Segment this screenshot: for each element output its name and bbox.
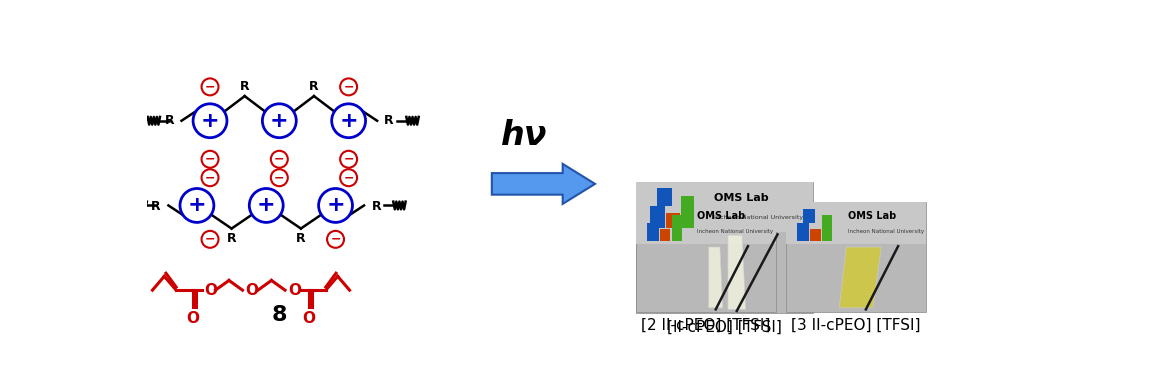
Text: +: +	[340, 111, 358, 131]
Text: −: −	[205, 233, 215, 246]
Circle shape	[202, 169, 219, 186]
Text: Incheon National University: Incheon National University	[848, 229, 924, 234]
FancyBboxPatch shape	[647, 223, 659, 241]
Text: +: +	[188, 196, 206, 216]
Circle shape	[340, 169, 357, 186]
Circle shape	[332, 104, 365, 138]
Text: −: −	[205, 81, 215, 93]
Circle shape	[327, 231, 344, 248]
Text: R: R	[372, 200, 381, 213]
FancyBboxPatch shape	[666, 213, 680, 228]
Text: R: R	[227, 232, 236, 244]
Text: [3 II-cPEO] [TFSI]: [3 II-cPEO] [TFSI]	[791, 318, 920, 333]
Text: +: +	[270, 111, 289, 131]
Text: O: O	[204, 283, 217, 298]
Text: −: −	[343, 171, 354, 184]
FancyBboxPatch shape	[672, 215, 682, 241]
Text: [II-cPEO] [TFSI]: [II-cPEO] [TFSI]	[667, 319, 782, 334]
FancyBboxPatch shape	[658, 188, 673, 206]
Circle shape	[249, 188, 283, 222]
FancyBboxPatch shape	[636, 202, 776, 244]
Text: R: R	[384, 114, 394, 127]
Text: 8: 8	[272, 305, 287, 325]
Text: [2 II-cPEO] [TFSI]: [2 II-cPEO] [TFSI]	[642, 318, 771, 333]
Text: R: R	[296, 232, 305, 244]
Text: R: R	[151, 200, 161, 213]
Circle shape	[271, 151, 288, 168]
Text: −: −	[343, 81, 354, 93]
Text: −: −	[343, 153, 354, 166]
FancyBboxPatch shape	[681, 196, 695, 228]
Text: −: −	[274, 153, 285, 166]
Circle shape	[319, 188, 353, 222]
FancyArrow shape	[492, 164, 596, 204]
Text: +: +	[326, 196, 344, 216]
FancyBboxPatch shape	[636, 183, 813, 232]
FancyBboxPatch shape	[821, 215, 833, 241]
Circle shape	[340, 78, 357, 95]
Polygon shape	[728, 235, 745, 309]
FancyBboxPatch shape	[810, 229, 820, 241]
Circle shape	[271, 169, 288, 186]
Text: +: +	[257, 196, 275, 216]
Text: O: O	[245, 283, 258, 298]
Text: O: O	[288, 283, 301, 298]
Circle shape	[180, 188, 214, 222]
Polygon shape	[840, 247, 881, 308]
FancyBboxPatch shape	[636, 202, 776, 312]
FancyBboxPatch shape	[797, 223, 809, 241]
Text: Incheon National University: Incheon National University	[714, 215, 803, 220]
FancyBboxPatch shape	[803, 209, 814, 223]
Text: R: R	[165, 114, 175, 127]
Text: O: O	[302, 311, 316, 326]
Text: −: −	[274, 171, 285, 184]
Text: hν: hν	[501, 119, 547, 151]
Circle shape	[202, 151, 219, 168]
Circle shape	[263, 104, 296, 138]
Circle shape	[202, 231, 219, 248]
FancyBboxPatch shape	[786, 202, 926, 244]
FancyBboxPatch shape	[636, 183, 813, 313]
Text: −: −	[331, 233, 341, 246]
Polygon shape	[708, 247, 722, 308]
Text: OMS Lab: OMS Lab	[714, 193, 768, 203]
Text: Incheon National University: Incheon National University	[697, 229, 774, 234]
FancyBboxPatch shape	[653, 209, 665, 223]
Circle shape	[202, 78, 219, 95]
Text: +: +	[200, 111, 219, 131]
Text: −: −	[205, 153, 215, 166]
Text: OMS Lab: OMS Lab	[697, 211, 745, 221]
Text: R: R	[309, 80, 319, 93]
FancyBboxPatch shape	[650, 206, 665, 228]
Text: R: R	[240, 80, 250, 93]
Circle shape	[340, 151, 357, 168]
Text: OMS Lab: OMS Lab	[848, 211, 896, 221]
Circle shape	[194, 104, 227, 138]
Text: −: −	[205, 171, 215, 184]
Text: O: O	[187, 311, 199, 326]
FancyBboxPatch shape	[660, 229, 670, 241]
FancyBboxPatch shape	[786, 202, 926, 312]
